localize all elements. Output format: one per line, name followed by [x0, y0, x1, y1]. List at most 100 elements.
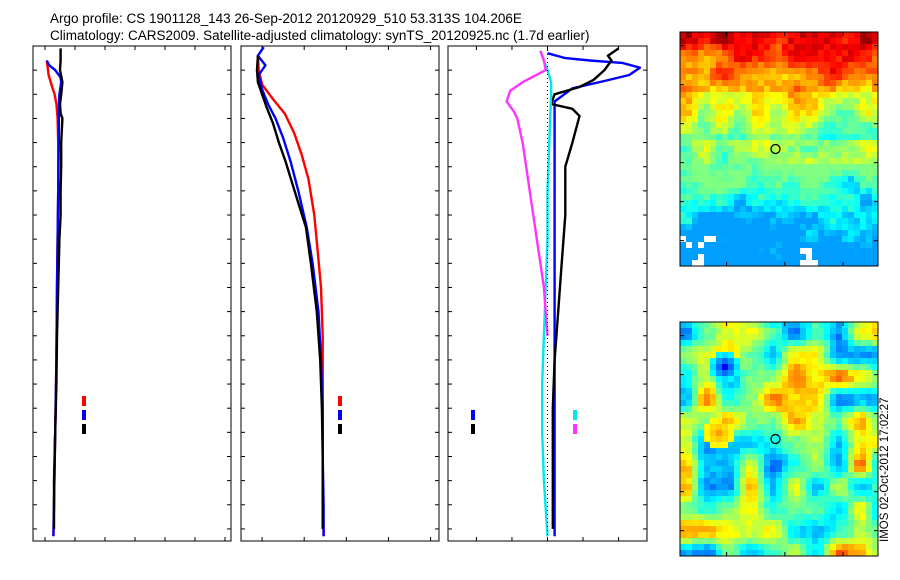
field-cell — [686, 532, 693, 539]
field-cell — [758, 418, 765, 425]
field-cell — [836, 328, 843, 335]
field-cell — [752, 364, 759, 371]
field-cell — [746, 158, 753, 165]
field-cell — [716, 38, 723, 45]
field-cell — [704, 38, 711, 45]
field-cell — [836, 248, 843, 255]
field-cell — [812, 110, 819, 117]
field-cell — [764, 352, 771, 359]
field-cell — [836, 116, 843, 123]
field-cell — [704, 56, 711, 63]
field-cell — [800, 104, 807, 111]
field-cell — [782, 352, 789, 359]
field-cell — [734, 170, 741, 177]
field-cell — [806, 406, 813, 413]
field-cell — [722, 236, 729, 243]
field-cell — [872, 56, 878, 63]
field-cell — [692, 32, 699, 39]
field-cell — [818, 80, 825, 87]
field-cell — [776, 490, 783, 497]
field-cell — [722, 212, 729, 219]
field-cell — [710, 544, 717, 551]
field-cell — [782, 490, 789, 497]
field-cell — [728, 152, 735, 159]
field-cell — [872, 176, 878, 183]
field-cell — [758, 176, 765, 183]
field-cell — [788, 370, 795, 377]
field-cell — [842, 400, 849, 407]
field-cell — [716, 80, 723, 87]
field-cell — [692, 400, 699, 407]
field-cell — [692, 346, 699, 353]
field-cell — [818, 110, 825, 117]
field-cell — [698, 140, 705, 147]
field-cell — [680, 442, 687, 449]
field-cell — [872, 352, 878, 359]
field-cell — [824, 236, 831, 243]
field-cell — [764, 544, 771, 551]
field-cell — [752, 382, 759, 389]
field-cell — [818, 544, 825, 551]
field-cell — [788, 376, 795, 383]
field-cell — [698, 182, 705, 189]
field-cell — [824, 146, 831, 153]
field-cell — [830, 170, 837, 177]
field-cell — [704, 424, 711, 431]
field-cell — [794, 490, 801, 497]
field-cell — [716, 514, 723, 521]
field-cell — [830, 496, 837, 503]
field-cell — [824, 478, 831, 485]
field-cell — [800, 110, 807, 117]
field-cell — [860, 218, 867, 225]
field-cell — [680, 32, 687, 39]
field-cell — [836, 478, 843, 485]
field-cell — [812, 526, 819, 533]
field-cell — [692, 116, 699, 123]
field-cell — [758, 230, 765, 237]
field-cell — [704, 152, 711, 159]
field-cell — [848, 520, 855, 527]
field-cell — [806, 116, 813, 123]
field-cell — [872, 364, 878, 371]
field-cell — [830, 538, 837, 545]
field-cell — [770, 400, 777, 407]
field-cell — [770, 158, 777, 165]
field-cell — [830, 382, 837, 389]
field-cell — [842, 68, 849, 75]
field-cell — [866, 364, 873, 371]
field-cell — [758, 352, 765, 359]
field-cell — [860, 194, 867, 201]
field-cell — [728, 122, 735, 129]
field-cell — [734, 370, 741, 377]
field-cell — [776, 74, 783, 81]
field-cell — [830, 134, 837, 141]
field-cell — [746, 230, 753, 237]
field-cell — [848, 394, 855, 401]
field-cell — [686, 206, 693, 213]
field-cell — [752, 478, 759, 485]
field-cell — [860, 260, 867, 266]
field-cell — [716, 242, 723, 249]
field-cell — [872, 472, 878, 479]
field-cell — [698, 454, 705, 461]
field-cell — [764, 538, 771, 545]
field-cell — [818, 56, 825, 63]
field-cell — [758, 322, 765, 329]
field-cell — [830, 206, 837, 213]
field-cell — [686, 254, 693, 261]
field-cell — [818, 424, 825, 431]
field-cell — [710, 242, 717, 249]
field-cell — [860, 62, 867, 69]
field-cell — [734, 526, 741, 533]
field-cell — [740, 400, 747, 407]
field-cell — [740, 424, 747, 431]
field-cell — [824, 158, 831, 165]
field-cell — [836, 502, 843, 509]
field-cell — [716, 328, 723, 335]
field-cell — [860, 382, 867, 389]
field-cell — [794, 206, 801, 213]
field-cell — [788, 478, 795, 485]
field-cell — [776, 382, 783, 389]
field-cell — [710, 400, 717, 407]
field-cell — [722, 334, 729, 341]
